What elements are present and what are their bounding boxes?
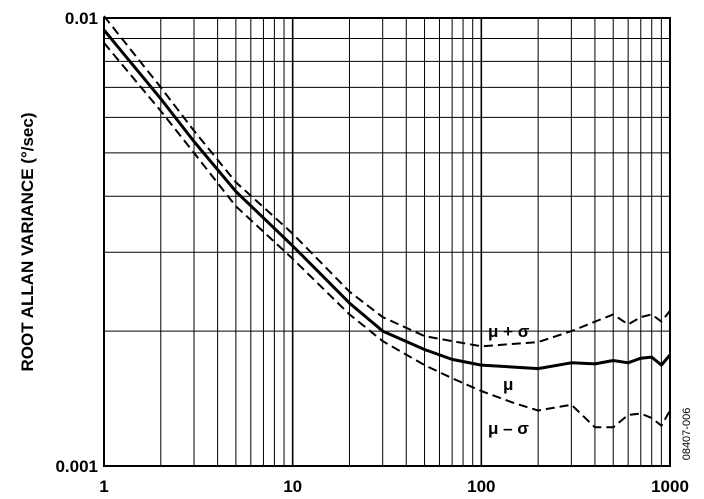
series-line-1 xyxy=(103,15,671,348)
grid xyxy=(104,18,670,466)
series-line-3 xyxy=(103,42,671,429)
series-group xyxy=(102,15,672,429)
series-annotation: μ + σ xyxy=(488,322,530,341)
y-axis-label: ROOT ALLAN VARIANCE (°/sec) xyxy=(18,113,37,372)
y-tick-labels: 0.001 0.01 xyxy=(55,9,98,476)
series-annotations: μ + σ μ μ – σ xyxy=(488,322,530,438)
x-tick-label: 1 xyxy=(99,477,108,496)
plot-frame xyxy=(103,17,671,467)
x-tick-label: 10 xyxy=(283,477,302,496)
figure-id: 08407-006 xyxy=(681,408,693,461)
x-tick-label: 1000 xyxy=(651,477,689,496)
x-tick-label: 100 xyxy=(467,477,495,496)
y-tick-label: 0.01 xyxy=(65,9,98,28)
series-annotation: μ xyxy=(503,375,513,394)
y-tick-label: 0.001 xyxy=(55,457,98,476)
series-annotation: μ – σ xyxy=(488,419,529,438)
x-tick-labels: 1 10 100 1000 xyxy=(99,477,689,496)
series-line-2 xyxy=(102,29,672,371)
